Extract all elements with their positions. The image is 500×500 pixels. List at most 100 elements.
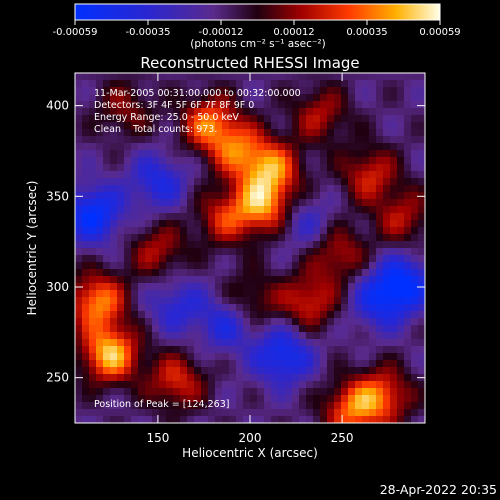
heatmap-cell bbox=[166, 94, 174, 102]
heatmap-cell bbox=[124, 150, 132, 158]
heatmap-cell bbox=[215, 94, 223, 102]
heatmap-cell bbox=[327, 311, 335, 319]
heatmap-cell bbox=[404, 164, 412, 172]
heatmap-cell bbox=[306, 374, 314, 382]
heatmap-cell bbox=[138, 311, 146, 319]
heatmap-cell bbox=[397, 87, 405, 95]
heatmap-cell bbox=[292, 374, 300, 382]
heatmap-cell bbox=[348, 325, 356, 333]
heatmap-cell bbox=[82, 150, 90, 158]
heatmap-cell bbox=[194, 395, 202, 403]
heatmap-cell bbox=[355, 192, 363, 200]
heatmap-cell bbox=[271, 73, 279, 81]
heatmap-cell bbox=[243, 325, 251, 333]
heatmap-cell bbox=[292, 115, 300, 123]
heatmap-cell bbox=[257, 136, 265, 144]
heatmap-cell bbox=[103, 80, 111, 88]
heatmap-cell bbox=[131, 136, 139, 144]
heatmap-cell bbox=[208, 213, 216, 221]
heatmap-cell bbox=[145, 73, 153, 81]
heatmap-cell bbox=[313, 276, 321, 284]
heatmap-cell bbox=[110, 206, 118, 214]
heatmap-cell bbox=[159, 367, 167, 375]
heatmap-cell bbox=[138, 381, 146, 389]
heatmap-cell bbox=[257, 122, 265, 130]
heatmap-cell bbox=[250, 276, 258, 284]
heatmap-cell bbox=[131, 227, 139, 235]
heatmap-cell bbox=[418, 325, 426, 333]
heatmap-cell bbox=[355, 87, 363, 95]
heatmap-cell bbox=[313, 206, 321, 214]
heatmap-cell bbox=[215, 402, 223, 410]
heatmap-cell bbox=[320, 402, 328, 410]
heatmap-cell bbox=[327, 220, 335, 228]
heatmap-cell bbox=[348, 388, 356, 396]
heatmap-cell bbox=[75, 206, 83, 214]
heatmap-cell bbox=[75, 164, 83, 172]
heatmap-cell bbox=[369, 402, 377, 410]
heatmap-cell bbox=[348, 332, 356, 340]
heatmap-cell bbox=[201, 262, 209, 270]
heatmap-cell bbox=[397, 325, 405, 333]
heatmap-cell bbox=[334, 192, 342, 200]
heatmap-cell bbox=[89, 388, 97, 396]
heatmap-cell bbox=[404, 220, 412, 228]
heatmap-cell bbox=[327, 325, 335, 333]
heatmap-cell bbox=[243, 101, 251, 109]
heatmap-cell bbox=[96, 150, 104, 158]
heatmap-cell bbox=[117, 192, 125, 200]
heatmap-cell bbox=[82, 395, 90, 403]
heatmap-cell bbox=[222, 269, 230, 277]
heatmap-cell bbox=[145, 122, 153, 130]
heatmap-cell bbox=[82, 311, 90, 319]
heatmap-cell bbox=[236, 206, 244, 214]
heatmap-cell bbox=[215, 318, 223, 326]
heatmap-cell bbox=[250, 234, 258, 242]
heatmap-cell bbox=[124, 178, 132, 186]
heatmap-cell bbox=[418, 332, 426, 340]
heatmap-cell bbox=[173, 80, 181, 88]
heatmap-cell bbox=[383, 136, 391, 144]
heatmap-cell bbox=[236, 269, 244, 277]
heatmap-cell bbox=[138, 248, 146, 256]
heatmap-cell bbox=[173, 136, 181, 144]
heatmap-cell bbox=[145, 171, 153, 179]
heatmap-cell bbox=[285, 360, 293, 368]
heatmap-cell bbox=[264, 129, 272, 137]
heatmap-cell bbox=[159, 171, 167, 179]
heatmap-cell bbox=[243, 367, 251, 375]
heatmap-cell bbox=[278, 73, 286, 81]
heatmap-cell bbox=[320, 227, 328, 235]
heatmap-cell bbox=[418, 262, 426, 270]
heatmap-image bbox=[75, 73, 426, 424]
heatmap-cell bbox=[208, 388, 216, 396]
heatmap-cell bbox=[236, 325, 244, 333]
heatmap-cell bbox=[320, 367, 328, 375]
heatmap-cell bbox=[369, 115, 377, 123]
heatmap-cell bbox=[411, 73, 419, 81]
heatmap-cell bbox=[96, 199, 104, 207]
heatmap-cell bbox=[201, 318, 209, 326]
heatmap-cell bbox=[222, 248, 230, 256]
heatmap-cell bbox=[96, 395, 104, 403]
heatmap-cell bbox=[103, 164, 111, 172]
heatmap-cell bbox=[313, 255, 321, 263]
heatmap-cell bbox=[96, 360, 104, 368]
heatmap-cell bbox=[250, 241, 258, 249]
heatmap-cell bbox=[166, 290, 174, 298]
heatmap-cell bbox=[110, 318, 118, 326]
heatmap-cell bbox=[404, 276, 412, 284]
heatmap-cell bbox=[96, 381, 104, 389]
heatmap-cell bbox=[341, 346, 349, 354]
heatmap-cell bbox=[348, 73, 356, 81]
heatmap-cell bbox=[110, 150, 118, 158]
heatmap-cell bbox=[131, 353, 139, 361]
heatmap-cell bbox=[243, 346, 251, 354]
heatmap-cell bbox=[215, 269, 223, 277]
heatmap-cell bbox=[82, 374, 90, 382]
heatmap-cell bbox=[341, 381, 349, 389]
colorbar-tick-label: 0.00035 bbox=[346, 27, 387, 38]
heatmap-cell bbox=[411, 185, 419, 193]
colorbar-tick-label: -0.00035 bbox=[126, 27, 171, 38]
